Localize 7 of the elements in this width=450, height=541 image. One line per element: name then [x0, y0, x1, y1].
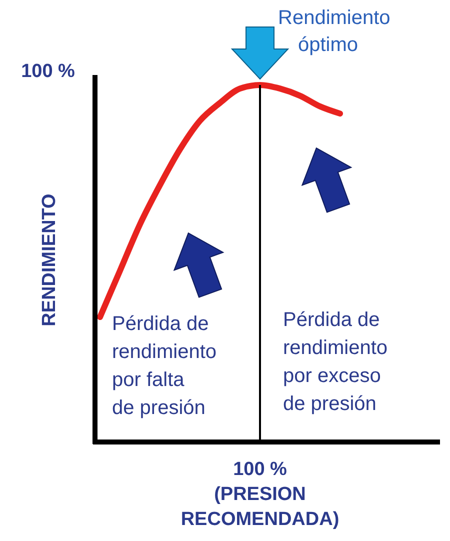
y-axis-title: RENDIMIENTO [39, 194, 60, 326]
text: Rendimiento óptimo [278, 7, 390, 56]
text: 100 % [21, 61, 76, 82]
annotation: Pérdida de rendimiento por exceso de presión [283, 309, 388, 415]
x-axis-title: (PRESION RECOMENDADA) [180, 484, 340, 530]
text: 100 % [233, 459, 288, 480]
annotation: Pérdida de rendimiento por falta de presión [112, 313, 217, 419]
